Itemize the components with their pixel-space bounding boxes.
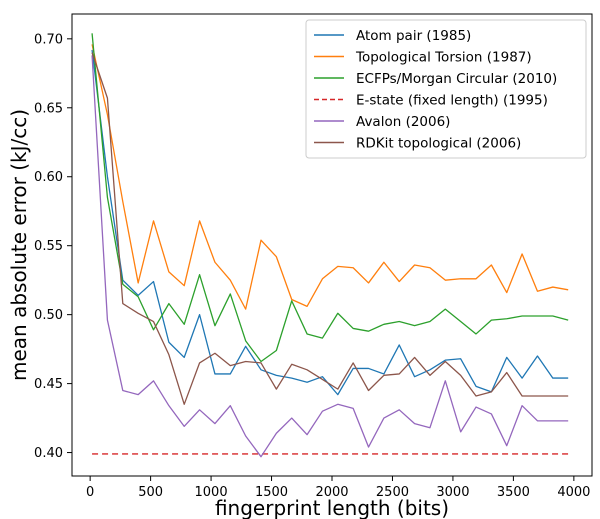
legend-label-6: RDKit topological (2006) xyxy=(356,136,521,152)
legend-label-1: Atom pair (1985) xyxy=(356,28,471,44)
y-tick-label: 0.50 xyxy=(34,308,63,323)
series-line-1 xyxy=(91,49,569,396)
x-tick-label: 0 xyxy=(86,485,94,500)
y-tick-label: 0.60 xyxy=(34,170,63,185)
legend: Atom pair (1985) Topological Torsion (198… xyxy=(305,19,587,159)
series-line-2 xyxy=(91,44,569,310)
y-tick-label: 0.40 xyxy=(34,446,63,461)
legend-label-2: Topological Torsion (1987) xyxy=(355,50,532,66)
legend-label-5: Avalon (2006) xyxy=(356,114,450,130)
series-line-5 xyxy=(91,55,569,458)
legend-label-3: ECFPs/Morgan Circular (2010) xyxy=(356,71,557,87)
y-tick-label: 0.65 xyxy=(34,101,63,116)
x-tick-label: 1500 xyxy=(255,485,288,500)
y-axis: 0.40 0.45 0.50 0.55 0.60 0.65 0.70 xyxy=(34,32,72,461)
x-tick-label: 2500 xyxy=(376,485,409,500)
x-tick-label: 4000 xyxy=(557,485,590,500)
x-tick-label: 2000 xyxy=(315,485,348,500)
x-tick-label: 3500 xyxy=(497,485,530,500)
y-tick-label: 0.55 xyxy=(34,239,63,254)
y-axis-label: mean absolute error (kJ/cc) xyxy=(7,109,31,381)
x-tick-label: 3000 xyxy=(436,485,469,500)
series-line-3 xyxy=(91,33,569,363)
y-tick-label: 0.45 xyxy=(34,377,63,392)
x-axis: 0 500 1000 1500 2000 2500 3000 3500 4000 xyxy=(86,476,590,500)
series-line-6 xyxy=(91,52,569,405)
x-axis-label: fingerprint length (bits) xyxy=(215,496,449,519)
legend-label-4: E-state (fixed length) (1995) xyxy=(356,93,548,109)
legend-box xyxy=(305,19,587,159)
series-layer xyxy=(91,33,569,458)
x-tick-label: 1000 xyxy=(195,485,228,500)
y-tick-label: 0.70 xyxy=(34,32,63,47)
x-tick-label: 500 xyxy=(138,485,163,500)
